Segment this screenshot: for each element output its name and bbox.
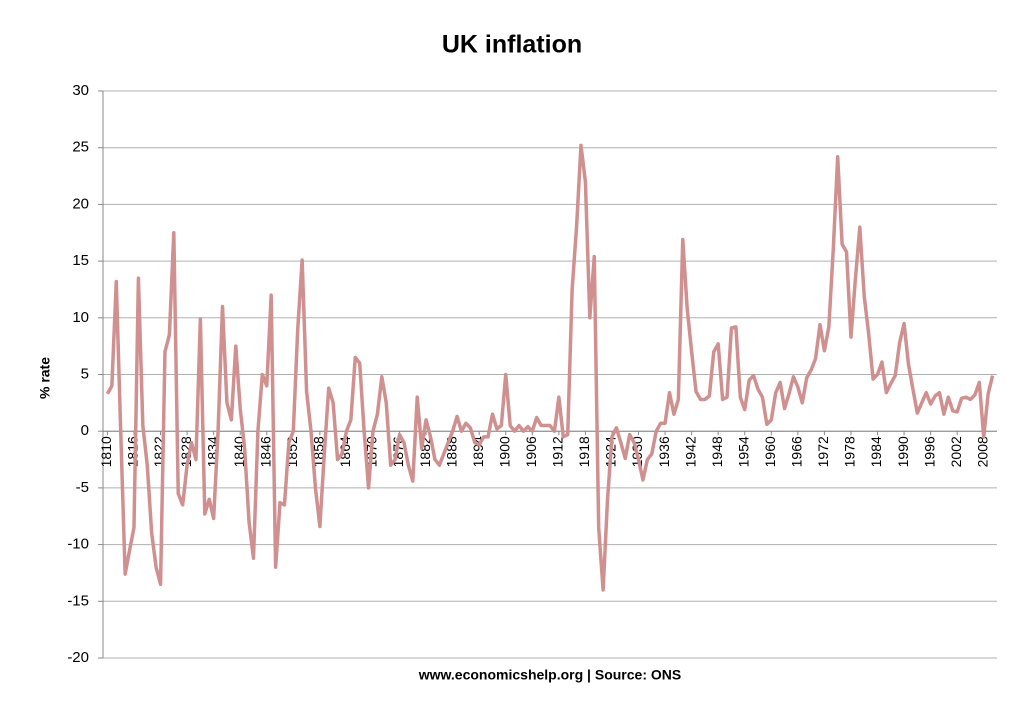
x-tick-label: 1948 xyxy=(709,436,725,467)
x-tick-label: 1894 xyxy=(470,436,486,467)
y-tick-label: -5 xyxy=(76,479,89,496)
x-tick-label: 1846 xyxy=(257,436,273,467)
x-tick-label: 1966 xyxy=(789,436,805,467)
y-tick-label: -20 xyxy=(67,649,89,666)
y-tick-label: 20 xyxy=(72,195,89,212)
y-tick-label: 25 xyxy=(72,139,89,156)
x-tick-label: 1918 xyxy=(576,436,592,467)
x-tick-label: 1810 xyxy=(98,436,114,467)
x-axis-label: www.economicshelp.org | Source: ONS xyxy=(418,667,681,683)
x-tick-label: 1912 xyxy=(550,436,566,467)
y-tick-label: -15 xyxy=(67,592,89,609)
x-tick-label: 1990 xyxy=(895,436,911,467)
y-tick-label: 5 xyxy=(81,365,89,382)
data-line xyxy=(105,143,995,592)
chart-title: UK inflation xyxy=(442,31,582,59)
x-tick-label: 1936 xyxy=(656,436,672,467)
x-tick-label: 1984 xyxy=(868,436,884,467)
y-tick-label: 15 xyxy=(72,252,89,269)
x-tick-label: 2008 xyxy=(974,436,990,467)
y-tick-label: 10 xyxy=(72,309,89,326)
x-tick-label: 1978 xyxy=(842,436,858,467)
x-tick-label: 1996 xyxy=(921,436,937,467)
x-tick-label: 1900 xyxy=(496,436,512,467)
x-tick-label: 1960 xyxy=(762,436,778,467)
x-tick-label: 1816 xyxy=(125,436,141,467)
x-tick-label: 1954 xyxy=(735,436,751,467)
x-tick-label: 1972 xyxy=(815,436,831,467)
x-tick-label: 1942 xyxy=(682,436,698,467)
x-tick-label: 1906 xyxy=(523,436,539,467)
x-tick-label: 2002 xyxy=(948,436,964,467)
y-tick-label: 0 xyxy=(81,422,89,439)
y-tick-label: -10 xyxy=(67,536,89,553)
y-axis-label: % rate xyxy=(37,357,53,399)
y-tick-label: 30 xyxy=(72,82,89,99)
x-tick-label: 1864 xyxy=(337,436,353,467)
